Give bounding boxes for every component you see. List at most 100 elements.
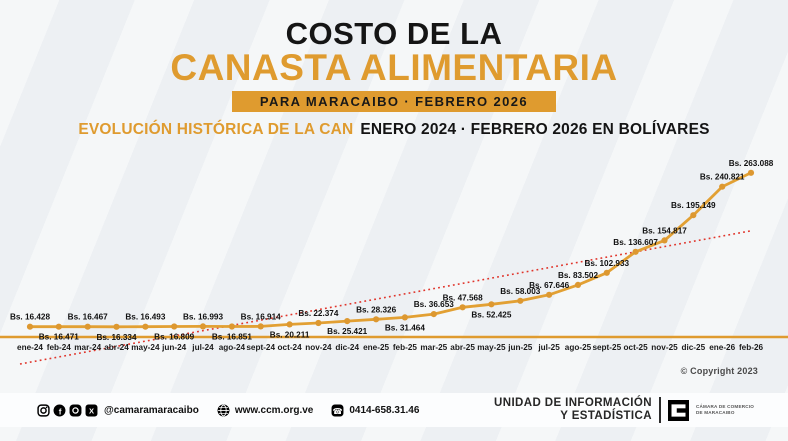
data-point <box>55 323 62 330</box>
value-label: Bs. 16.471 <box>39 333 80 342</box>
subtitle-highlight: EVOLUCIÓN HISTÓRICA DE LA CAN <box>78 121 354 138</box>
value-label: Bs. 16.914 <box>241 312 282 321</box>
data-point <box>286 321 293 328</box>
data-point <box>488 301 495 308</box>
month-label: feb-26 <box>739 343 764 352</box>
data-point <box>142 323 149 330</box>
page-title-line1: COSTO DE LA <box>285 16 503 51</box>
month-label: dic-24 <box>335 343 359 352</box>
phone-group: ☎ 0414-658.31.46 <box>331 404 419 417</box>
footer-brand: UNIDAD DE INFORMACIÓN Y ESTADÍSTICA CÁMA… <box>494 397 754 423</box>
value-label: Bs. 31.464 <box>385 323 426 332</box>
data-point <box>373 316 380 323</box>
data-point <box>171 323 178 330</box>
trend-line <box>19 230 751 365</box>
month-label: mar-24 <box>74 343 101 352</box>
svg-text:☎: ☎ <box>333 405 343 415</box>
month-label: jul-24 <box>191 343 214 352</box>
x-twitter-icon[interactable]: X <box>85 404 98 417</box>
chamber-logo-line2: DE MARACAIBO <box>695 410 735 415</box>
data-point <box>574 281 582 288</box>
month-label: ene-26 <box>709 343 735 352</box>
value-label: Bs. 102.933 <box>584 259 629 268</box>
data-point <box>199 323 207 330</box>
value-label: Bs. 195.149 <box>671 201 716 210</box>
series-line <box>28 171 753 329</box>
month-label: abr-25 <box>450 343 475 352</box>
data-point <box>228 323 235 330</box>
facebook-icon[interactable]: f <box>53 404 66 417</box>
data-point <box>603 269 610 276</box>
unit-name-line1: UNIDAD DE INFORMACIÓN <box>494 397 652 410</box>
value-label: Bs. 136.607 <box>613 238 658 247</box>
value-label: Bs. 16.493 <box>125 313 166 322</box>
phone-number: 0414-658.31.46 <box>349 404 420 416</box>
unit-name-line2: Y ESTADÍSTICA <box>560 410 652 422</box>
data-point <box>632 248 639 255</box>
month-label: nov-24 <box>305 343 332 352</box>
month-label: mar-25 <box>420 343 447 352</box>
copyright-note: © Copyright 2023 <box>680 366 758 376</box>
value-label: Bs. 16.993 <box>183 312 224 321</box>
social-handle-group: @camaramaracaibo <box>104 405 199 416</box>
month-label: dic-25 <box>681 343 705 352</box>
social-icons: f X <box>37 403 98 417</box>
month-label: feb-24 <box>47 343 72 352</box>
data-point <box>430 311 437 318</box>
data-point <box>26 323 34 330</box>
month-label: sept-25 <box>592 343 621 352</box>
value-label: Bs. 28.326 <box>356 305 397 314</box>
value-label: Bs. 36.653 <box>414 300 455 309</box>
month-label: ene-24 <box>17 343 43 352</box>
footer-bar: f X @camaramaracaibo www.ccm.org.ve ☎ 04… <box>0 393 788 427</box>
data-point <box>344 318 351 325</box>
month-label: may-25 <box>477 343 506 352</box>
month-label: jun-25 <box>507 343 533 352</box>
value-label: Bs. 16.851 <box>212 333 253 342</box>
website-url[interactable]: www.ccm.org.ve <box>234 404 314 416</box>
svg-text:f: f <box>59 407 62 416</box>
unit-name: UNIDAD DE INFORMACIÓN Y ESTADÍSTICA <box>494 397 652 423</box>
header: COSTO DE LA CANASTA ALIMENTARIA PARA MAR… <box>0 18 788 112</box>
month-label: may-24 <box>131 343 160 352</box>
subtitle-rest: ENERO 2024 · FEBRERO 2026 EN BOLÍVARES <box>360 121 710 138</box>
value-label: Bs. 263.088 <box>729 159 774 168</box>
month-label: abr-24 <box>104 343 129 352</box>
month-label: feb-25 <box>393 343 418 352</box>
value-label: Bs. 16.809 <box>154 333 195 342</box>
globe-icon <box>217 404 230 416</box>
data-point <box>747 169 755 176</box>
data-point <box>661 237 668 244</box>
value-label: Bs. 47.568 <box>443 293 484 302</box>
social-handle[interactable]: @camaramaracaibo <box>104 404 199 416</box>
month-label: oct-25 <box>624 343 649 352</box>
data-point <box>113 323 120 330</box>
threads-icon[interactable] <box>69 404 82 417</box>
chamber-logo-icon <box>667 399 689 421</box>
data-point <box>546 291 553 298</box>
month-label: jun-24 <box>161 343 187 352</box>
value-label: Bs. 58.003 <box>500 287 541 296</box>
value-label: Bs. 16.467 <box>68 313 109 322</box>
value-label: Bs. 16.428 <box>10 313 51 322</box>
value-label: Bs. 20.211 <box>270 330 310 339</box>
website-group: www.ccm.org.ve <box>217 404 314 417</box>
data-point <box>517 297 524 304</box>
footer-contact: f X @camaramaracaibo www.ccm.org.ve ☎ 04… <box>37 403 431 417</box>
instagram-icon[interactable] <box>37 403 50 417</box>
month-label: ago-24 <box>219 343 246 352</box>
data-point <box>690 212 697 219</box>
value-label: Bs. 240.821 <box>700 173 745 182</box>
value-label: Bs. 22.374 <box>298 309 339 318</box>
title-banner: PARA MARACAIBO · FEBRERO 2026 <box>231 90 557 112</box>
month-label: sept-24 <box>246 343 275 352</box>
month-label: ago-25 <box>565 343 592 352</box>
month-label: ene-25 <box>363 343 389 352</box>
data-point <box>401 314 408 321</box>
chart-subtitle: EVOLUCIÓN HISTÓRICA DE LA CAN ENERO 2024 … <box>0 121 788 139</box>
chamber-logo-text: CÁMARA DE COMERCIO DE MARACAIBO <box>696 404 754 416</box>
month-label: jul-25 <box>537 343 560 352</box>
page-title-line2: CANASTA ALIMENTARIA <box>170 47 618 88</box>
value-label: Bs. 154.817 <box>642 226 687 235</box>
